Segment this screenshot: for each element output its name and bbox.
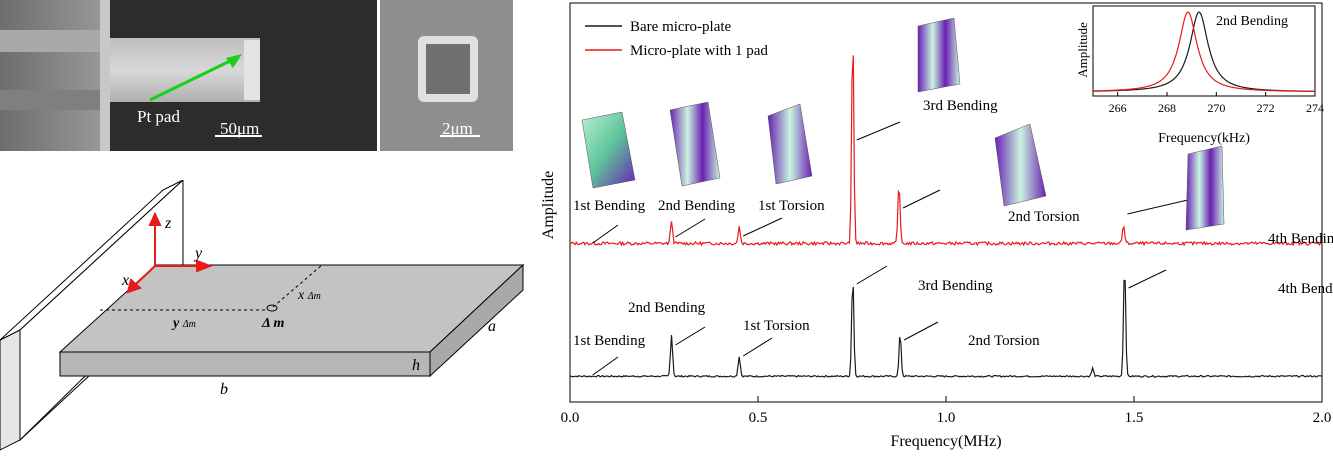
inset-chart: 266 268 270 272 274 2nd Bending Frequency(kH… (1075, 5, 1324, 146)
sem-image-cantilever: Pt pad 50μm (0, 0, 377, 151)
inset-x-title: Frequency(kHz) (1158, 131, 1250, 146)
peak-annotation: 2nd Bending (658, 198, 736, 214)
annotation-arrow (856, 265, 888, 285)
inset-x-tick-label: 268 (1158, 101, 1176, 115)
peak-annotation: 1st Bending (573, 333, 646, 349)
annotation-arrow (592, 356, 619, 376)
mode-shape-2nd-torsion (994, 123, 1047, 207)
series-bare-line (569, 279, 1323, 378)
peak-annotation: 2nd Bending (628, 300, 706, 316)
inset-x-tick-label: 274 (1306, 101, 1324, 115)
x-dm-label: x Δm (297, 288, 321, 303)
dm-label: Δ m (261, 316, 285, 331)
legend: Bare micro-plate Micro-plate with 1 pad (585, 19, 768, 59)
peak-annotation: 4th Bending (1278, 281, 1333, 297)
pt-pad-arrow (149, 58, 233, 102)
inset-frame (1092, 5, 1316, 97)
x-tick-label: 1.5 (1125, 410, 1144, 426)
annotation-arrow (1128, 269, 1167, 289)
x-tick-label: 0.0 (561, 410, 580, 426)
mode-shape-2nd-bending (669, 101, 721, 187)
inset-x-tick-label: 266 (1109, 101, 1127, 115)
mode-shape-1st-bending (581, 111, 636, 189)
series-pad-line (569, 55, 1323, 247)
annotation-arrow (742, 337, 773, 357)
x-tick-label: 1.0 (937, 410, 956, 426)
annotation-arrow (903, 321, 939, 341)
annotation-arrow (856, 121, 901, 141)
mode-shape-3rd-bending (917, 17, 961, 93)
inset-series-pad (1093, 11, 1315, 92)
peak-annotation: 1st Bending (573, 198, 646, 214)
peak-annotation: 4th Bending (1268, 231, 1333, 247)
peak-annotation: 2nd Torsion (1008, 209, 1080, 225)
annotation-arrow (592, 224, 619, 244)
sem-image-pad: 2μm (380, 0, 513, 151)
annotation-arrow (902, 189, 941, 209)
axis-x-label: x (121, 272, 129, 289)
plate-schematic: z y x x Δm y Δm Δ m a b h (0, 180, 525, 451)
dim-a-label: a (488, 318, 496, 335)
axis-y-label: y (193, 245, 203, 262)
annotation-arrow (675, 326, 706, 346)
peak-annotation: 1st Torsion (758, 198, 825, 214)
mass-marker (266, 304, 278, 312)
pt-pad-label: Pt pad (137, 107, 180, 126)
peak-annotation: 2nd Torsion (968, 333, 1040, 349)
legend-label-bare: Bare micro-plate (630, 19, 732, 35)
scale-label-2um: 2μm (442, 119, 473, 138)
dim-b-label: b (220, 381, 228, 398)
sem-cantilever-drawing (0, 0, 262, 151)
inset-x-tick-label: 272 (1257, 101, 1275, 115)
mode-shape-4th-bending (1185, 145, 1225, 231)
peak-annotation: 3rd Bending (918, 278, 993, 294)
inset-title: 2nd Bending (1216, 14, 1288, 29)
dim-h-label: h (412, 357, 420, 374)
sem-pad-drawing (380, 0, 513, 151)
legend-label-pad: Micro-plate with 1 pad (630, 43, 768, 59)
scale-label-50um: 50μm (220, 119, 260, 138)
peak-annotation: 3rd Bending (923, 98, 998, 114)
y-dm-label: y Δm (171, 316, 196, 331)
annotation-arrow (675, 218, 706, 238)
x-tick-label: 0.5 (749, 410, 768, 426)
inset-x-tick-label: 270 (1207, 101, 1225, 115)
x-tick-label: 2.0 (1313, 410, 1332, 426)
mode-shape-1st-torsion (767, 103, 813, 185)
axis-z-label: z (164, 215, 172, 232)
y-axis-title: Amplitude (540, 171, 557, 239)
peak-annotation: 1st Torsion (743, 318, 810, 334)
annotation-arrow (742, 217, 783, 237)
inset-y-title: Amplitude (1075, 22, 1090, 78)
spectrum-chart: 0.0 0.5 1.0 1.5 2.0 1st Bending 2nd Bending 1s… (540, 2, 1333, 450)
x-axis-title: Frequency(MHz) (890, 433, 1001, 450)
